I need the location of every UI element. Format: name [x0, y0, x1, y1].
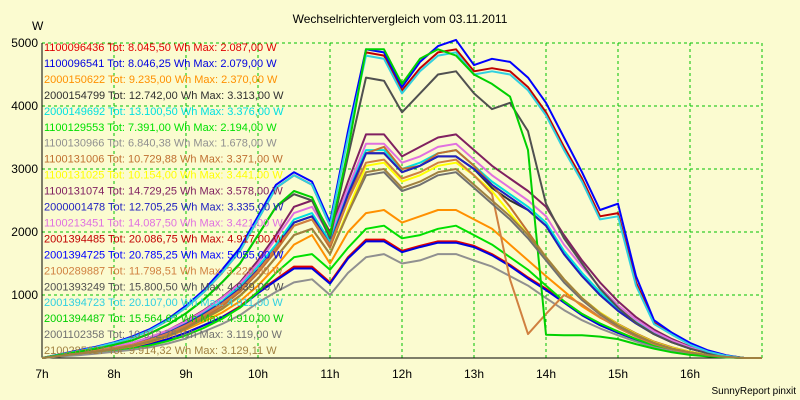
- legend-entry: 2000150622 Tot: 9.235,00 Wh Max: 2.370,0…: [44, 74, 278, 86]
- credit-label: SunnyReport pinxit: [712, 386, 797, 397]
- legend-entry: 2000001478 Tot: 12.705,25 Wh Max: 3.335,…: [44, 202, 284, 214]
- legend-entry: 2001394723 Tot: 20.107,00 Wh Max: 4.911,…: [44, 297, 283, 309]
- y-tick-label: 2000: [11, 225, 38, 239]
- x-tick-label: 13h: [464, 367, 484, 381]
- x-tick-label: 15h: [608, 367, 628, 381]
- legend-entry: 1100131006 Tot: 10.729,88 Wh Max: 3.371,…: [44, 154, 283, 166]
- legend-entry: 1100131074 Tot: 14.729,25 Wh Max: 3.578,…: [44, 186, 283, 198]
- series-lines: [41, 38, 762, 359]
- x-tick-label: 16h: [680, 367, 700, 381]
- series-line: [41, 224, 762, 359]
- series-line: [41, 253, 762, 359]
- legend-entry: 2001394485 Tot: 20.086,75 Wh Max: 4.917,…: [44, 233, 284, 245]
- y-tick-label: 3000: [11, 162, 38, 176]
- legend-entry: 2000149692 Tot: 13.100,50 Wh Max: 3.376,…: [44, 106, 284, 118]
- series-line: [41, 51, 762, 359]
- legend-entry: 2001394725 Tot: 20.785,25 Wh Max: 5.055,…: [44, 249, 284, 261]
- legend-entry: 1100129553 Tot: 7.391,00 Wh Max: 2.194,0…: [44, 122, 277, 134]
- legend-entry: 2000154799 Tot: 12.742,00 Wh Max: 3.313,…: [44, 90, 284, 102]
- axes: [41, 43, 762, 359]
- x-tick-label: 10h: [248, 367, 268, 381]
- legend-entry: 1100130966 Tot: 6.840,38 Wh Max: 1.678,0…: [44, 138, 277, 150]
- y-tick-label: 1000: [11, 288, 38, 302]
- x-tick-label: 9h: [179, 367, 192, 381]
- legend-entry: 2001102358 Tot: 10.012,75 Wh Max: 3.119,…: [44, 329, 283, 341]
- series-line: [41, 158, 762, 359]
- x-tick-label: 14h: [536, 367, 556, 381]
- series-line: [41, 38, 762, 359]
- series-line: [41, 168, 762, 359]
- x-tick-label: 12h: [392, 367, 412, 381]
- legend: 1100096436 Tot: 8.045,50 Wh Max: 2.087,0…: [44, 42, 284, 357]
- legend-entry: 2100289887 Tot: 11.798,51 Wh Max: 3.220,…: [44, 265, 283, 277]
- tick-labels: 7h 8h 9h 10h 11h 12h 13h 14h 15h 16h 1000 2000 3000 4…: [11, 36, 700, 381]
- legend-entry: 1100096541 Tot: 8.046,25 Wh Max: 2.079,0…: [44, 58, 277, 70]
- y-axis-label: W: [32, 19, 44, 33]
- x-tick-label: 8h: [107, 367, 120, 381]
- legend-entry: 2001393249 Tot: 15.800,50 Wh Max: 4.939,…: [44, 281, 284, 293]
- chart-title: Wechselrichtervergleich vom 03.11.2011: [293, 12, 508, 26]
- legend-entry: 1100213451 Tot: 14.087,50 Wh Max: 3.421,…: [44, 217, 283, 229]
- y-tick-label: 4000: [11, 99, 38, 113]
- legend-entry: 2001394487 Tot: 15.564,63 Wh Max: 4.910,…: [44, 313, 284, 325]
- series-line: [41, 142, 762, 359]
- x-tick-label: 7h: [35, 367, 48, 381]
- legend-entry: 2100285627 Tot: 9.914,32 Wh Max: 3.129,1…: [44, 345, 277, 357]
- series-line: [41, 48, 762, 359]
- legend-entry: 1100096436 Tot: 8.045,50 Wh Max: 2.087,0…: [44, 42, 277, 54]
- y-tick-label: 5000: [11, 36, 38, 50]
- legend-entry: 1100131025 Tot: 10.154,00 Wh Max: 3.441,…: [44, 170, 283, 182]
- x-tick-label: 11h: [320, 367, 339, 381]
